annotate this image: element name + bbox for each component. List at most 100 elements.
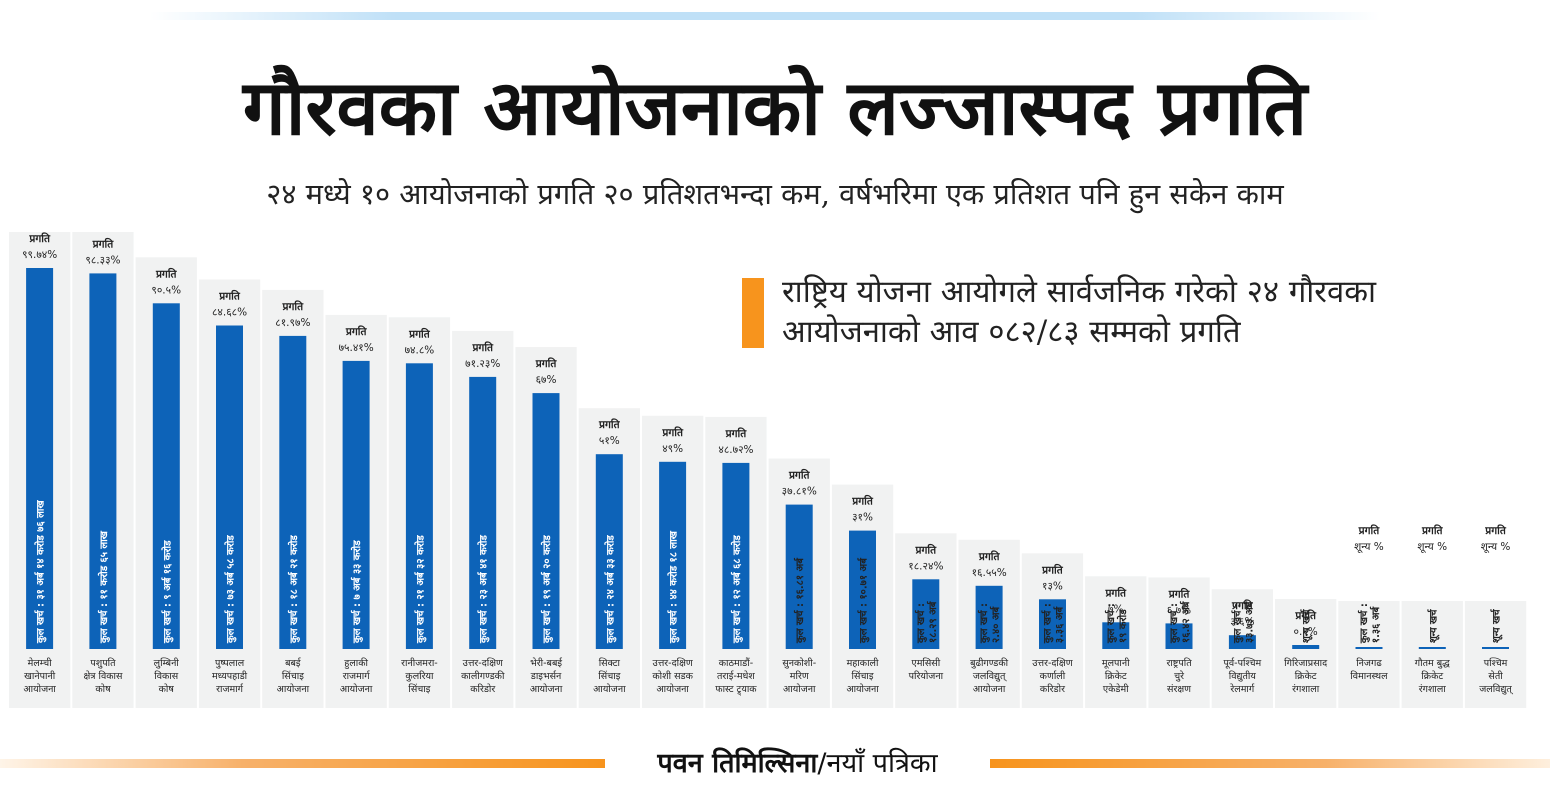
- category-label: उत्तर-दक्षिण: [463, 657, 503, 669]
- category-label: रानीजमरा-: [401, 657, 438, 669]
- category-label: सुनकोशी-: [782, 657, 816, 669]
- bar: [216, 325, 243, 649]
- credit-author: पवन तिमिल्सिना: [657, 748, 818, 779]
- category-label: उत्तर-दक्षिण: [1032, 657, 1072, 669]
- value-label: ६७%: [536, 374, 557, 386]
- category-label: क्रिकेट: [1105, 670, 1127, 682]
- cost-label: कुल खर्च : १६.८१ अर्ब: [793, 557, 806, 644]
- progress-label: प्रगति: [408, 327, 431, 340]
- page-subtitle: २४ मध्ये १० आयोजनाको प्रगति २० प्रतिशतभन…: [266, 177, 1284, 211]
- category-label: पूर्व-पश्चिम: [1223, 657, 1261, 669]
- cost-label: १८.२९ अर्ब: [926, 600, 939, 643]
- category-label: पुष्पलाल: [215, 658, 245, 669]
- bar: [912, 579, 940, 649]
- progress-label: प्रगति: [1484, 524, 1507, 537]
- category-label: क्रिकेट: [1295, 670, 1317, 682]
- cost-label: कुल खर्च :: [1167, 603, 1180, 644]
- value-label: १३%: [1042, 580, 1063, 592]
- value-label: शून्य %: [1354, 541, 1384, 553]
- category-label: विमानस्थल: [1350, 670, 1388, 682]
- value-label: ५१%: [599, 435, 620, 447]
- cost-label: शून्य खर्च: [1300, 608, 1314, 643]
- progress-label: प्रगति: [345, 325, 368, 338]
- progress-label: प्रगति: [471, 341, 494, 354]
- cost-label: कुल खर्च :: [914, 603, 927, 644]
- progress-label: प्रगति: [218, 290, 241, 303]
- cost-label: कुल खर्च : २३ अर्ब ४१ करोड: [477, 535, 490, 644]
- progress-label: प्रगति: [725, 427, 748, 440]
- bar: [1102, 622, 1130, 649]
- cost-label: २.४० अर्ब: [989, 605, 1002, 643]
- column-panel: [1401, 601, 1463, 708]
- category-label: आयोजना: [973, 683, 1006, 695]
- cost-label: ३३.७३ अर्ब: [1242, 600, 1255, 643]
- category-label: करिडोर: [470, 683, 496, 695]
- category-label: मूलपानी: [1102, 657, 1130, 669]
- cost-label: शून्य खर्च: [1426, 608, 1440, 643]
- cost-label: कुल खर्च : १८ अर्ब २१ करोड: [287, 535, 300, 644]
- category-label: सिंचाइ: [408, 683, 430, 695]
- category-label: आयोजना: [23, 683, 56, 695]
- bar: [89, 273, 117, 649]
- category-label: कुलरिया: [405, 670, 434, 682]
- column-panel: [1338, 601, 1400, 708]
- progress-label: प्रगति: [535, 357, 558, 370]
- value-label: ८४.६८%: [212, 307, 247, 319]
- value-label: ३७.८१%: [782, 486, 817, 498]
- category-label: निजगढ: [1356, 657, 1382, 669]
- cost-label: १९ करोड: [1116, 609, 1129, 643]
- category-label: कोशी सडक: [652, 670, 693, 682]
- category-label: आयोजना: [593, 683, 626, 695]
- category-label: एकेडेमी: [1103, 683, 1129, 695]
- bar: [595, 454, 623, 649]
- column-panel: [1464, 601, 1527, 708]
- progress-label: प्रगति: [92, 237, 115, 250]
- value-label: ४९%: [662, 443, 683, 455]
- progress-label: प्रगति: [1231, 599, 1254, 612]
- category-label: सेती: [1488, 670, 1503, 682]
- value-label: ३१%: [852, 512, 873, 524]
- cost-label: कुल खर्च :: [1104, 603, 1117, 644]
- progress-label: प्रगति: [661, 426, 684, 439]
- cost-label: कुल खर्च : ४४ करोड १८ लाख: [667, 530, 680, 644]
- progress-label: प्रगति: [1168, 587, 1191, 600]
- category-label: भेरी-बबई: [530, 657, 563, 669]
- category-label: विकास: [154, 670, 178, 682]
- value-label: ४८.७२%: [718, 444, 753, 456]
- value-label: ९०.५%: [151, 284, 181, 296]
- bar: [342, 360, 370, 649]
- bar: [1482, 647, 1509, 649]
- bar: [722, 462, 750, 649]
- bar: [659, 461, 687, 649]
- progress-label: प्रगति: [282, 300, 305, 313]
- progress-label: प्रगति: [1294, 609, 1317, 622]
- category-label: बुढीगण्डकी: [970, 657, 1008, 669]
- category-label: खानेपानी: [24, 670, 56, 682]
- value-label: ७%: [1108, 603, 1123, 615]
- category-label: चुरे: [1174, 670, 1185, 682]
- category-label: बबई: [285, 657, 302, 669]
- category-label: रेलमार्ग: [1230, 683, 1255, 695]
- cost-label: १६.४२ अर्ब: [1179, 600, 1192, 643]
- category-label: उत्तर-दक्षिण: [653, 657, 693, 669]
- category-label: कर्णाली: [1040, 670, 1066, 682]
- category-label: लुम्बिनी: [154, 657, 180, 669]
- bar: [532, 393, 560, 649]
- category-label: पश्चिम: [1484, 657, 1508, 669]
- category-label: क्रिकेट: [1421, 670, 1443, 682]
- bar: [1039, 599, 1066, 649]
- category-label: तराई-मधेश: [717, 670, 755, 682]
- progress-label: प्रगति: [1104, 586, 1127, 599]
- category-label: आयोजना: [783, 683, 816, 695]
- cost-label: कुल खर्च : ७३ अर्ब ५८ करोड: [224, 535, 237, 644]
- category-label: मेलम्ची: [28, 657, 52, 669]
- category-label: राष्ट्रपति: [1166, 657, 1192, 669]
- category-label: आयोजना: [340, 683, 373, 695]
- progress-label: प्रगति: [598, 418, 621, 431]
- bar: [1292, 645, 1320, 649]
- cost-label: कुल खर्च : २१ अर्ब ३२ करोड: [413, 535, 426, 644]
- category-label: सिक्टा: [599, 657, 621, 669]
- category-label: राजमार्ग: [343, 670, 371, 682]
- category-label: राजमार्ग: [216, 683, 244, 695]
- cost-label: कुल खर्च : ११ करोड ६५ लाख: [97, 530, 110, 644]
